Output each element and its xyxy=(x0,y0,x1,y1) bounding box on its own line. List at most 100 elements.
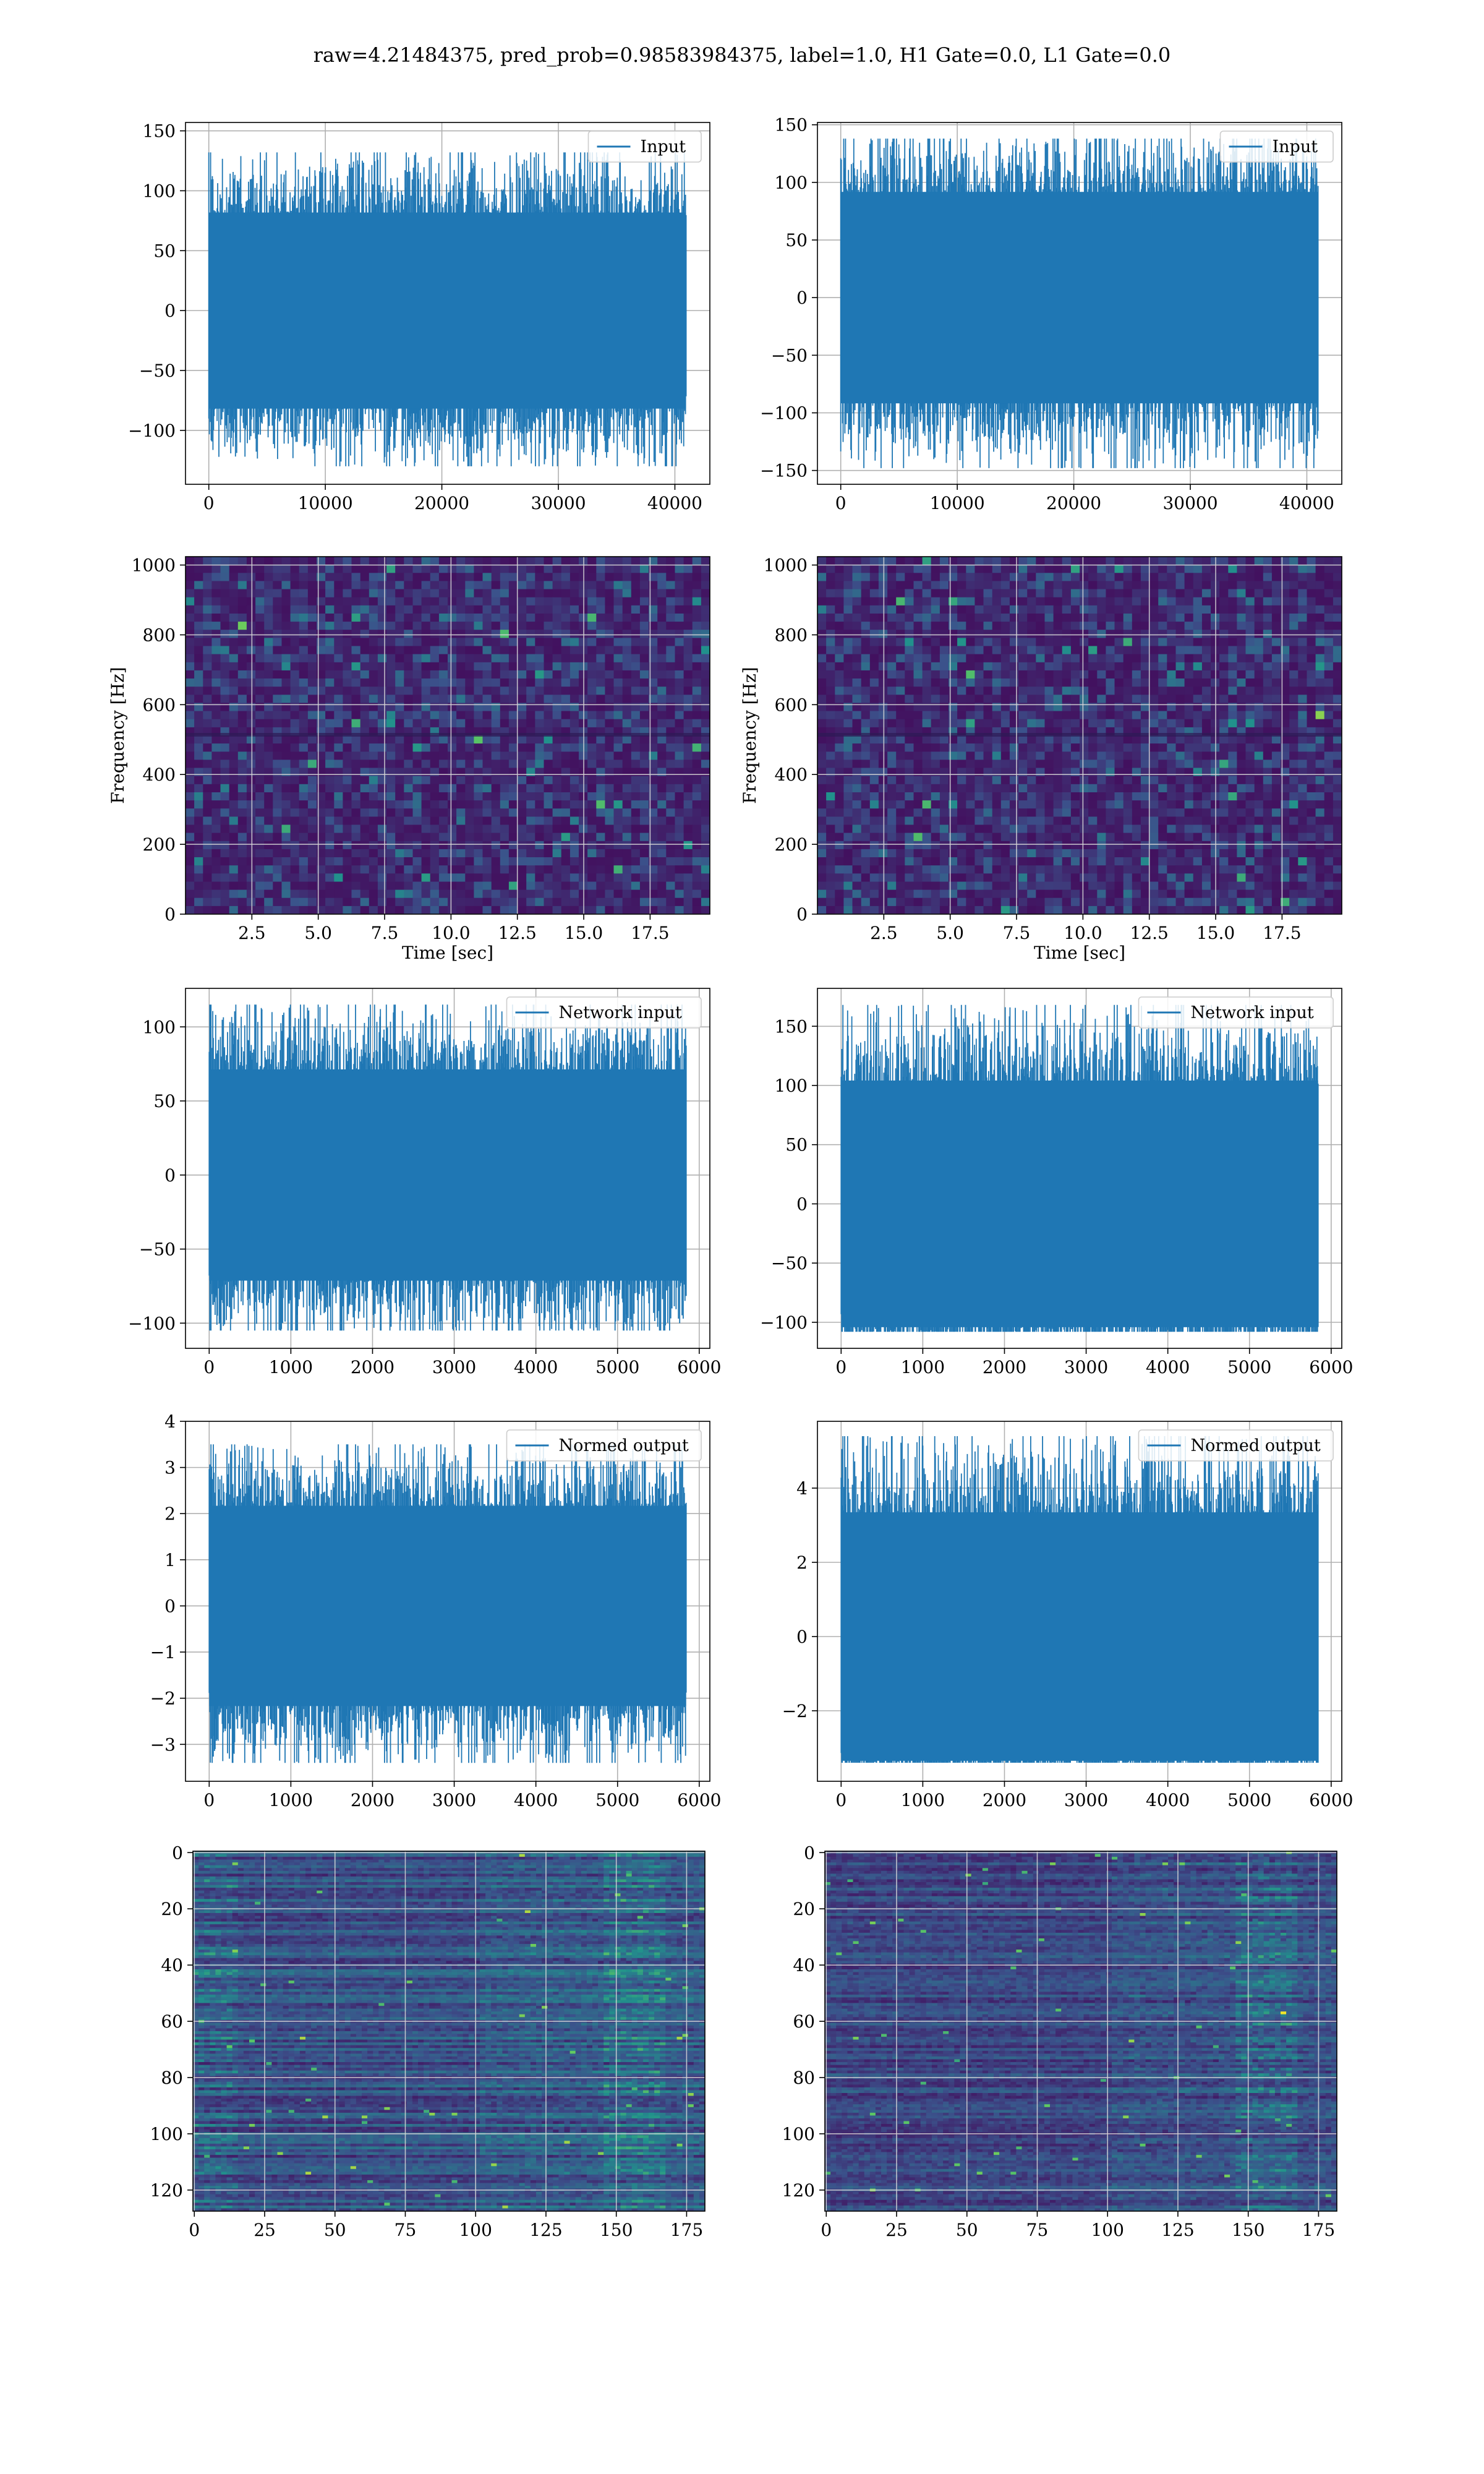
x-tick-label: 2000 xyxy=(351,1357,394,1377)
series-core xyxy=(209,1069,686,1281)
x-tick-label: 50 xyxy=(956,2220,978,2240)
panel-h1-spectrogram: 2.5 5.0 7.5 10.0 12.5 15.0 17.5 0 200 400 600 800 10… xyxy=(108,555,710,963)
axes-frame xyxy=(192,1851,706,2212)
y-tick-label: 0 xyxy=(804,1843,815,1863)
panel-l1-spectrogram: 2.5 5.0 7.5 10.0 12.5 15.0 17.5 0 200 400 600 800 10… xyxy=(740,555,1342,963)
series-core xyxy=(841,1081,1318,1327)
heatmap-cells xyxy=(186,557,710,914)
x-tick-label: 3000 xyxy=(1064,1357,1108,1377)
axes-frame xyxy=(817,1421,1342,1782)
x-tick-label: 4000 xyxy=(514,1357,558,1377)
panel-h1-input: 0 10000 20000 30000 40000 −100 −50 0 50 100 150 Inp… xyxy=(128,121,710,513)
panel-h1-feature-map: 0 25 50 75 100 125 150 175 0 20 40 60 80 100 120 xyxy=(150,1843,706,2240)
x-tick-label: 0 xyxy=(835,1790,846,1810)
axes-frame xyxy=(185,988,710,1349)
x-tick-label: 30000 xyxy=(1162,493,1217,513)
y-tick-label: 80 xyxy=(161,2068,183,2088)
y-tick-label: 120 xyxy=(782,2180,815,2201)
y-tick-label: 1000 xyxy=(132,555,176,576)
y-tick-label: −50 xyxy=(139,361,176,381)
x-tick-label: 3000 xyxy=(1064,1790,1108,1810)
legend-label: Network input xyxy=(1191,1003,1314,1022)
x-tick-label: 0 xyxy=(821,2220,832,2240)
y-tick-label: 2 xyxy=(164,1504,176,1524)
x-tick-label: 10000 xyxy=(298,493,353,513)
y-tick-label: 1 xyxy=(164,1550,176,1570)
x-tick-label: 1000 xyxy=(269,1357,313,1377)
heatmap-cells xyxy=(817,557,1342,914)
panel-l1-feature-map: 0 25 50 75 100 125 150 175 0 20 40 60 80 100 120 xyxy=(782,1843,1337,2240)
series-core xyxy=(209,1505,686,1706)
x-tick-label: 75 xyxy=(1026,2220,1049,2240)
y-tick-label: 150 xyxy=(775,1016,808,1037)
y-tick-label: 0 xyxy=(796,288,808,308)
legend: Input xyxy=(587,131,702,163)
x-axis-label: Time [sec] xyxy=(1034,943,1125,963)
x-tick-label: 175 xyxy=(1302,2220,1335,2240)
x-tick-label: 125 xyxy=(529,2220,562,2240)
x-tick-label: 125 xyxy=(1161,2220,1194,2240)
axes-frame xyxy=(817,988,1342,1349)
axes-frame xyxy=(817,122,1342,485)
y-tick-label: 50 xyxy=(785,230,808,250)
y-tick-label: 400 xyxy=(775,764,808,785)
y-tick-label: −100 xyxy=(760,1312,808,1333)
y-tick-label: 100 xyxy=(150,2124,183,2144)
x-tick-label: 10000 xyxy=(930,493,985,513)
y-tick-label: 40 xyxy=(161,1955,183,1975)
x-tick-label: 12.5 xyxy=(1130,923,1169,943)
x-tick-label: 175 xyxy=(670,2220,703,2240)
y-tick-label: 150 xyxy=(143,121,176,142)
y-tick-label: 200 xyxy=(143,834,176,855)
y-tick-label: 0 xyxy=(164,904,176,925)
panel-l1-input: 0 10000 20000 30000 40000 −150 −100 −50 0 50 100 15… xyxy=(760,115,1342,513)
y-tick-label: −100 xyxy=(128,1313,176,1333)
legend: Normed output xyxy=(506,1429,702,1462)
x-tick-label: 5000 xyxy=(1227,1357,1271,1377)
x-tick-label: 10.0 xyxy=(432,923,470,943)
x-tick-label: 5.0 xyxy=(304,923,332,943)
x-tick-label: 2000 xyxy=(983,1790,1026,1810)
x-tick-label: 6000 xyxy=(1309,1357,1353,1377)
x-tick-label: 30000 xyxy=(531,493,586,513)
x-tick-label: 1000 xyxy=(901,1357,945,1377)
y-tick-label: 4 xyxy=(796,1478,808,1499)
y-tick-label: −100 xyxy=(128,421,176,441)
y-tick-label: 3 xyxy=(164,1458,176,1478)
x-tick-label: 15.0 xyxy=(1196,923,1235,943)
y-tick-label: 600 xyxy=(143,695,176,715)
legend-label: Input xyxy=(641,137,686,156)
grid xyxy=(193,1851,705,2211)
x-tick-label: 17.5 xyxy=(1263,923,1301,943)
y-tick-label: 100 xyxy=(782,2124,815,2144)
y-tick-label: 0 xyxy=(164,301,176,321)
x-tick-label: 3000 xyxy=(432,1357,476,1377)
x-tick-label: 17.5 xyxy=(631,923,669,943)
x-tick-label: 4000 xyxy=(1146,1790,1190,1810)
heatmap-cells xyxy=(825,1851,1337,2211)
axes-frame xyxy=(185,1421,710,1782)
y-tick-label: 2 xyxy=(796,1552,808,1573)
y-tick-label: −3 xyxy=(150,1734,176,1755)
y-tick-label: 50 xyxy=(153,241,176,261)
x-tick-label: 6000 xyxy=(677,1357,721,1377)
x-tick-label: 10.0 xyxy=(1064,923,1102,943)
series-core xyxy=(208,212,686,409)
y-tick-label: 400 xyxy=(143,764,176,785)
x-tick-label: 0 xyxy=(203,493,215,513)
y-tick-label: −50 xyxy=(771,1253,808,1273)
panel-l1-network-input: 0 1000 2000 3000 4000 5000 6000 −100 −50 0 50 100 15… xyxy=(760,988,1353,1377)
figure-title: raw=4.21484375, pred_prob=0.98583984375,… xyxy=(313,43,1171,67)
x-tick-label: 5000 xyxy=(595,1790,639,1810)
x-tick-label: 150 xyxy=(600,2220,633,2240)
y-tick-label: 0 xyxy=(164,1596,176,1616)
y-tick-label: 60 xyxy=(161,2011,183,2032)
x-tick-label: 15.0 xyxy=(565,923,603,943)
x-tick-label: 75 xyxy=(394,2220,417,2240)
x-tick-label: 40000 xyxy=(647,493,702,513)
x-tick-label: 5.0 xyxy=(936,923,964,943)
x-tick-label: 20000 xyxy=(1046,493,1101,513)
y-tick-label: 100 xyxy=(143,1017,176,1037)
y-tick-label: −2 xyxy=(150,1689,176,1709)
y-axis-label: Frequency [Hz] xyxy=(108,667,128,803)
